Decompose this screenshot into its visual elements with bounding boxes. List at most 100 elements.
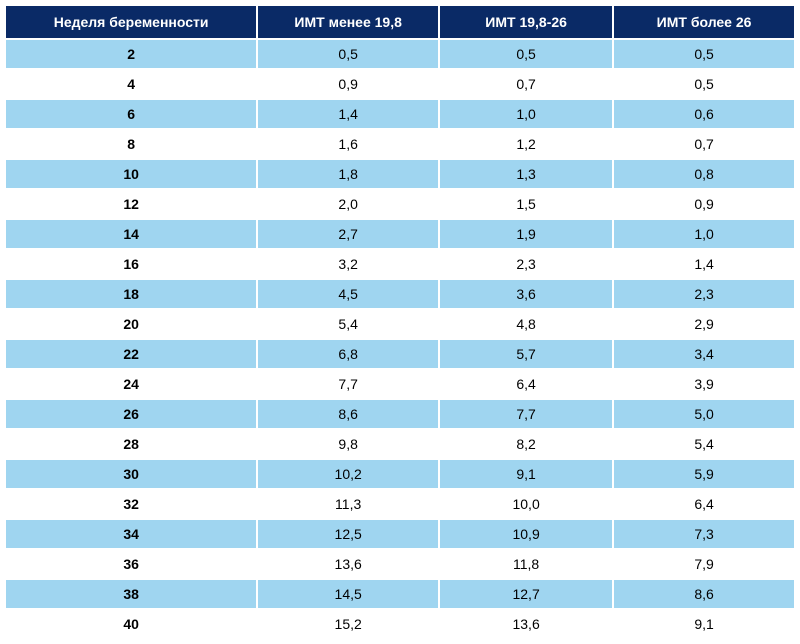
cell-bmi_low: 1,4	[258, 100, 438, 128]
cell-bmi_high: 7,3	[614, 520, 794, 548]
cell-bmi_mid: 13,6	[440, 610, 612, 638]
cell-bmi_low: 2,7	[258, 220, 438, 248]
cell-bmi_high: 7,9	[614, 550, 794, 578]
table-row: 122,01,50,9	[6, 190, 794, 218]
table-row: 268,67,75,0	[6, 400, 794, 428]
cell-bmi_mid: 1,0	[440, 100, 612, 128]
table-row: 3010,29,15,9	[6, 460, 794, 488]
cell-bmi_low: 13,6	[258, 550, 438, 578]
cell-bmi_low: 12,5	[258, 520, 438, 548]
cell-week: 18	[6, 280, 256, 308]
cell-bmi_low: 1,8	[258, 160, 438, 188]
bmi-weight-gain-table: Неделя беременностиИМТ менее 19,8ИМТ 19,…	[4, 4, 796, 640]
cell-bmi_mid: 10,0	[440, 490, 612, 518]
cell-bmi_mid: 1,3	[440, 160, 612, 188]
cell-bmi_mid: 2,3	[440, 250, 612, 278]
cell-week: 38	[6, 580, 256, 608]
cell-week: 24	[6, 370, 256, 398]
cell-bmi_high: 0,7	[614, 130, 794, 158]
cell-week: 2	[6, 40, 256, 68]
table-row: 247,76,43,9	[6, 370, 794, 398]
cell-bmi_mid: 4,8	[440, 310, 612, 338]
cell-bmi_mid: 0,7	[440, 70, 612, 98]
table-row: 3814,512,78,6	[6, 580, 794, 608]
cell-bmi_mid: 3,6	[440, 280, 612, 308]
cell-bmi_mid: 1,2	[440, 130, 612, 158]
cell-bmi_mid: 5,7	[440, 340, 612, 368]
column-header-bmi_mid: ИМТ 19,8-26	[440, 6, 612, 38]
cell-bmi_mid: 7,7	[440, 400, 612, 428]
cell-bmi_high: 5,9	[614, 460, 794, 488]
cell-bmi_mid: 12,7	[440, 580, 612, 608]
cell-bmi_high: 2,3	[614, 280, 794, 308]
cell-bmi_low: 0,5	[258, 40, 438, 68]
table-row: 3412,510,97,3	[6, 520, 794, 548]
cell-bmi_high: 6,4	[614, 490, 794, 518]
cell-bmi_high: 5,4	[614, 430, 794, 458]
cell-bmi_low: 14,5	[258, 580, 438, 608]
cell-week: 22	[6, 340, 256, 368]
cell-bmi_low: 4,5	[258, 280, 438, 308]
cell-bmi_low: 11,3	[258, 490, 438, 518]
cell-bmi_low: 5,4	[258, 310, 438, 338]
table-row: 163,22,31,4	[6, 250, 794, 278]
cell-bmi_low: 1,6	[258, 130, 438, 158]
cell-bmi_high: 0,6	[614, 100, 794, 128]
table-row: 184,53,62,3	[6, 280, 794, 308]
table-header: Неделя беременностиИМТ менее 19,8ИМТ 19,…	[6, 6, 794, 38]
cell-bmi_high: 0,9	[614, 190, 794, 218]
cell-bmi_mid: 9,1	[440, 460, 612, 488]
cell-bmi_high: 0,5	[614, 70, 794, 98]
cell-bmi_mid: 1,5	[440, 190, 612, 218]
cell-bmi_low: 8,6	[258, 400, 438, 428]
cell-week: 6	[6, 100, 256, 128]
cell-bmi_high: 0,5	[614, 40, 794, 68]
cell-week: 36	[6, 550, 256, 578]
cell-bmi_low: 0,9	[258, 70, 438, 98]
column-header-bmi_low: ИМТ менее 19,8	[258, 6, 438, 38]
table-row: 142,71,91,0	[6, 220, 794, 248]
cell-bmi_mid: 10,9	[440, 520, 612, 548]
cell-bmi_high: 2,9	[614, 310, 794, 338]
cell-bmi_low: 15,2	[258, 610, 438, 638]
cell-bmi_high: 3,9	[614, 370, 794, 398]
cell-bmi_high: 5,0	[614, 400, 794, 428]
cell-week: 32	[6, 490, 256, 518]
table-row: 20,50,50,5	[6, 40, 794, 68]
cell-bmi_low: 10,2	[258, 460, 438, 488]
table-row: 4015,213,69,1	[6, 610, 794, 638]
table-row: 40,90,70,5	[6, 70, 794, 98]
table-row: 226,85,73,4	[6, 340, 794, 368]
cell-bmi_high: 0,8	[614, 160, 794, 188]
column-header-week: Неделя беременности	[6, 6, 256, 38]
cell-bmi_mid: 0,5	[440, 40, 612, 68]
table-row: 3211,310,06,4	[6, 490, 794, 518]
cell-week: 4	[6, 70, 256, 98]
column-header-bmi_high: ИМТ более 26	[614, 6, 794, 38]
cell-bmi_low: 6,8	[258, 340, 438, 368]
table-row: 101,81,30,8	[6, 160, 794, 188]
cell-bmi_high: 9,1	[614, 610, 794, 638]
cell-bmi_low: 2,0	[258, 190, 438, 218]
cell-bmi_mid: 8,2	[440, 430, 612, 458]
table-row: 81,61,20,7	[6, 130, 794, 158]
cell-bmi_low: 9,8	[258, 430, 438, 458]
table-body: 20,50,50,540,90,70,561,41,00,681,61,20,7…	[6, 40, 794, 638]
cell-week: 26	[6, 400, 256, 428]
cell-week: 20	[6, 310, 256, 338]
table-row: 61,41,00,6	[6, 100, 794, 128]
cell-week: 12	[6, 190, 256, 218]
cell-bmi_mid: 6,4	[440, 370, 612, 398]
cell-bmi_low: 7,7	[258, 370, 438, 398]
cell-week: 8	[6, 130, 256, 158]
cell-week: 14	[6, 220, 256, 248]
cell-week: 16	[6, 250, 256, 278]
cell-bmi_high: 8,6	[614, 580, 794, 608]
cell-week: 30	[6, 460, 256, 488]
cell-week: 40	[6, 610, 256, 638]
table-row: 289,88,25,4	[6, 430, 794, 458]
table-row: 3613,611,87,9	[6, 550, 794, 578]
cell-bmi_low: 3,2	[258, 250, 438, 278]
cell-week: 28	[6, 430, 256, 458]
cell-week: 10	[6, 160, 256, 188]
